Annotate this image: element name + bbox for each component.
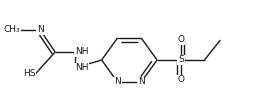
Text: N: N — [37, 26, 43, 34]
Text: CH₃: CH₃ — [4, 26, 20, 34]
Text: O: O — [177, 36, 184, 45]
Text: NH: NH — [75, 47, 88, 56]
Text: S: S — [177, 56, 183, 64]
Text: HS: HS — [23, 70, 35, 79]
Text: N: N — [137, 77, 144, 86]
Text: N: N — [114, 77, 120, 86]
Text: O: O — [177, 75, 184, 84]
Text: NH: NH — [75, 63, 88, 73]
